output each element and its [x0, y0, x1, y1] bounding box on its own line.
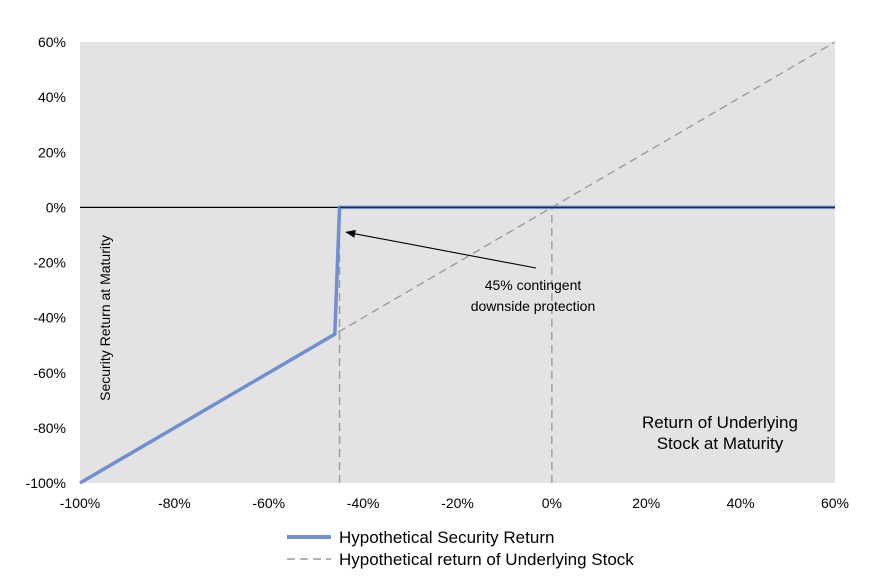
annotation-arrow	[345, 229, 537, 269]
x-tick-label: -40%	[347, 495, 380, 511]
y-tick-label: -40%	[33, 310, 66, 326]
legend: Hypothetical Security Return Hypothetica…	[287, 528, 634, 569]
y-tick-label: 20%	[38, 144, 66, 160]
x-tick-label: 60%	[821, 495, 849, 511]
annotation-line-2: downside protection	[471, 298, 596, 314]
y-axis-label: Security Return at Maturity	[97, 235, 113, 401]
annotation-line-1: 45% contingent	[485, 277, 582, 293]
y-tick-label: -20%	[33, 255, 66, 271]
x-axis-label-line-2: Stock at Maturity	[657, 434, 784, 453]
x-tick-label: -20%	[441, 495, 474, 511]
y-tick-label: -80%	[33, 420, 66, 436]
y-tick-label: 40%	[38, 89, 66, 105]
legend-label-security: Hypothetical Security Return	[339, 528, 554, 547]
x-axis-label-line-1: Return of Underlying	[642, 413, 798, 432]
legend-label-underlying: Hypothetical return of Underlying Stock	[339, 550, 634, 569]
y-tick-label: -100%	[26, 475, 66, 491]
y-tick-label: -60%	[33, 365, 66, 381]
x-tick-label: -60%	[252, 495, 285, 511]
x-tick-label: 0%	[542, 495, 562, 511]
x-tick-label: -80%	[158, 495, 191, 511]
x-tick-label: 40%	[727, 495, 755, 511]
x-tick-label: -100%	[60, 495, 100, 511]
x-tick-label: 20%	[632, 495, 660, 511]
y-tick-label: 0%	[46, 199, 66, 215]
y-tick-label: 60%	[38, 34, 66, 50]
